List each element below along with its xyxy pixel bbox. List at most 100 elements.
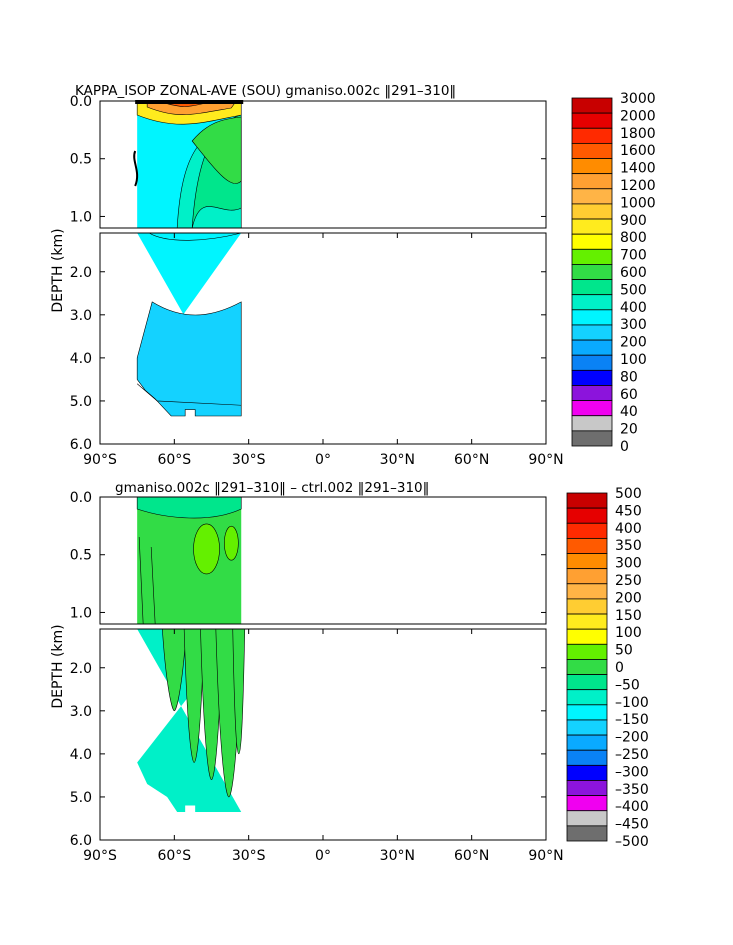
y-tick-label: 3.0 bbox=[70, 308, 92, 324]
colorbar-label: 1600 bbox=[620, 143, 656, 159]
field-region bbox=[149, 232, 242, 241]
y-tick-label: 6.0 bbox=[70, 833, 92, 849]
y-tick-label: 0.0 bbox=[70, 490, 92, 506]
colorbar-swatch bbox=[566, 719, 608, 736]
colorbar-swatch bbox=[566, 628, 608, 645]
x-tick-label: 0° bbox=[315, 452, 331, 468]
colorbar-swatch bbox=[571, 415, 613, 432]
colorbar-label: 700 bbox=[620, 248, 647, 264]
field-region bbox=[224, 525, 239, 561]
colorbar-swatch bbox=[566, 613, 608, 630]
field-region bbox=[232, 628, 246, 755]
colorbar-swatch bbox=[566, 659, 608, 675]
colorbar: 500450400350300250200150100500–50–100–15… bbox=[566, 486, 649, 850]
colorbar-swatch bbox=[566, 568, 608, 585]
x-tick-label: 90°N bbox=[528, 452, 563, 468]
colorbar-label: –450 bbox=[615, 817, 649, 833]
colorbar-swatch bbox=[571, 339, 613, 356]
colorbar-swatch bbox=[566, 522, 608, 539]
x-tick-label: 90°S bbox=[83, 848, 117, 864]
colorbar-swatch bbox=[566, 749, 608, 766]
colorbar-label: –200 bbox=[615, 730, 649, 746]
colorbar-label: 3000 bbox=[620, 91, 656, 107]
colorbar-label: –50 bbox=[615, 677, 640, 693]
colorbar-label: 350 bbox=[615, 538, 642, 554]
colorbar-label: 0 bbox=[620, 439, 629, 455]
x-tick-label: 60°N bbox=[454, 452, 489, 468]
colorbar-label: 1400 bbox=[620, 161, 656, 177]
y-tick-label: 6.0 bbox=[70, 437, 92, 453]
colorbar-swatch bbox=[571, 203, 613, 220]
x-tick-label: 30°S bbox=[232, 848, 266, 864]
chart-2: gmaniso.002c ‖291–310‖ – ctrl.002 ‖291–3… bbox=[50, 480, 649, 864]
y-tick-label: 0.0 bbox=[70, 94, 92, 110]
colorbar-swatch bbox=[571, 400, 613, 417]
colorbar-swatch bbox=[571, 112, 613, 129]
colorbar-label: 0 bbox=[615, 660, 624, 676]
colorbar-swatch bbox=[571, 97, 613, 114]
colorbar-label: 100 bbox=[620, 352, 647, 368]
chart-title: KAPPA_ISOP ZONAL-AVE (SOU) gmaniso.002c … bbox=[75, 83, 456, 99]
colorbar-label: –500 bbox=[615, 834, 649, 850]
colorbar-swatch bbox=[571, 279, 613, 296]
colorbar-swatch bbox=[571, 218, 613, 235]
colorbar: 3000200018001600140012001000900800700600… bbox=[571, 91, 656, 455]
colorbar-label: 300 bbox=[615, 556, 642, 572]
colorbar-swatch bbox=[566, 537, 608, 554]
colorbar-swatch bbox=[566, 810, 608, 827]
field-region bbox=[191, 116, 242, 184]
colorbar-swatch bbox=[566, 734, 608, 751]
x-tick-label: 30°S bbox=[232, 452, 266, 468]
y-tick-label: 3.0 bbox=[70, 704, 92, 720]
colorbar-swatch bbox=[571, 294, 613, 311]
field-region bbox=[136, 301, 242, 417]
colorbar-label: 200 bbox=[615, 590, 642, 606]
data-field bbox=[133, 100, 244, 417]
colorbar-swatch bbox=[566, 764, 608, 781]
colorbar-label: 2000 bbox=[620, 108, 656, 124]
colorbar-label: 60 bbox=[620, 387, 638, 403]
field-region bbox=[135, 100, 244, 104]
colorbar-swatch bbox=[571, 369, 613, 386]
y-tick-label: 1.0 bbox=[70, 605, 92, 621]
colorbar-label: 250 bbox=[615, 573, 642, 589]
field-region bbox=[193, 523, 220, 575]
colorbar-label: –350 bbox=[615, 782, 649, 798]
colorbar-label: 900 bbox=[620, 213, 647, 229]
y-tick-label: 5.0 bbox=[70, 394, 92, 410]
colorbar-swatch bbox=[571, 142, 613, 159]
y-tick-label: 0.5 bbox=[70, 548, 92, 564]
colorbar-swatch bbox=[571, 354, 613, 371]
colorbar-swatch bbox=[571, 385, 613, 402]
colorbar-label: 1000 bbox=[620, 195, 656, 211]
field-region bbox=[138, 536, 156, 625]
x-tick-label: 60°S bbox=[157, 452, 191, 468]
field-region bbox=[183, 628, 205, 763]
colorbar-swatch bbox=[566, 598, 608, 615]
colorbar-label: 80 bbox=[620, 369, 638, 385]
y-tick-label: 2.0 bbox=[70, 661, 92, 677]
chart-1: KAPPA_ISOP ZONAL-AVE (SOU) gmaniso.002c … bbox=[50, 83, 656, 468]
colorbar-swatch bbox=[566, 780, 608, 797]
y-tick-label: 0.5 bbox=[70, 152, 92, 168]
colorbar-label: 100 bbox=[615, 625, 642, 641]
colorbar-label: 150 bbox=[615, 608, 642, 624]
colorbar-label: –250 bbox=[615, 747, 649, 763]
upper-frame bbox=[99, 496, 547, 625]
colorbar-label: 50 bbox=[615, 643, 633, 659]
colorbar-swatch bbox=[566, 643, 608, 660]
data-field bbox=[136, 496, 246, 813]
colorbar-swatch bbox=[566, 795, 608, 812]
x-tick-label: 0° bbox=[315, 848, 331, 864]
colorbar-swatch bbox=[571, 309, 613, 326]
field-region bbox=[133, 150, 139, 187]
colorbar-swatch bbox=[571, 430, 613, 447]
chart-title: gmaniso.002c ‖291–310‖ – ctrl.002 ‖291–3… bbox=[115, 480, 429, 496]
field-region bbox=[136, 496, 242, 519]
colorbar-swatch bbox=[566, 704, 608, 721]
colorbar-swatch bbox=[566, 674, 608, 691]
colorbar-label: 300 bbox=[620, 317, 647, 333]
y-tick-label: 1.0 bbox=[70, 209, 92, 225]
colorbar-label: 800 bbox=[620, 230, 647, 246]
